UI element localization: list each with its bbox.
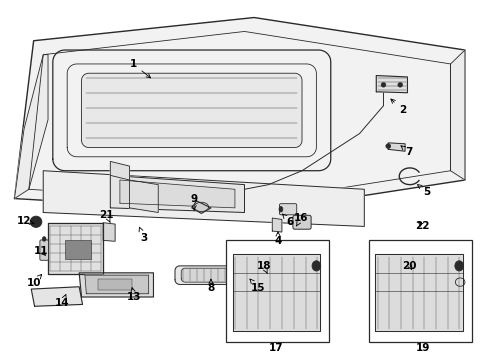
Polygon shape: [103, 223, 115, 241]
Polygon shape: [175, 266, 239, 284]
Polygon shape: [43, 171, 364, 226]
Polygon shape: [120, 180, 234, 208]
Ellipse shape: [385, 144, 390, 148]
Bar: [64, 240, 91, 259]
Text: 6: 6: [282, 214, 293, 227]
Circle shape: [30, 216, 41, 228]
Polygon shape: [232, 254, 320, 331]
Text: 2: 2: [390, 99, 406, 115]
Ellipse shape: [454, 261, 463, 271]
Text: 14: 14: [55, 294, 70, 308]
Text: 13: 13: [127, 288, 141, 302]
Polygon shape: [376, 76, 407, 93]
Polygon shape: [31, 287, 82, 306]
Ellipse shape: [279, 206, 282, 212]
Ellipse shape: [311, 261, 320, 271]
Polygon shape: [449, 50, 464, 180]
Bar: [226, 240, 328, 342]
Polygon shape: [110, 175, 244, 212]
Text: 19: 19: [415, 343, 429, 353]
Text: 4: 4: [274, 232, 281, 246]
Polygon shape: [243, 273, 263, 284]
Polygon shape: [387, 143, 404, 151]
Text: 18: 18: [256, 261, 270, 274]
Text: 22: 22: [415, 221, 429, 231]
Text: 5: 5: [417, 185, 429, 197]
Text: 15: 15: [249, 279, 264, 293]
Polygon shape: [110, 161, 129, 180]
FancyBboxPatch shape: [279, 204, 296, 215]
Text: 11: 11: [34, 246, 48, 256]
Polygon shape: [239, 270, 267, 287]
Text: 8: 8: [207, 279, 214, 293]
Polygon shape: [85, 275, 148, 294]
Polygon shape: [191, 201, 210, 213]
Polygon shape: [48, 223, 103, 274]
FancyBboxPatch shape: [40, 240, 48, 260]
Text: 3: 3: [139, 227, 147, 243]
Polygon shape: [15, 55, 48, 199]
Text: 12: 12: [17, 216, 34, 226]
Ellipse shape: [42, 237, 46, 241]
Text: 21: 21: [99, 210, 114, 222]
Polygon shape: [79, 273, 153, 297]
Text: 17: 17: [268, 343, 283, 353]
Polygon shape: [81, 73, 302, 148]
Text: 7: 7: [400, 146, 412, 157]
Bar: [368, 240, 471, 342]
Polygon shape: [181, 268, 233, 282]
Text: 10: 10: [26, 274, 41, 288]
Polygon shape: [374, 254, 462, 331]
Polygon shape: [15, 18, 464, 212]
Polygon shape: [272, 218, 281, 232]
Text: 20: 20: [402, 261, 416, 271]
Polygon shape: [129, 180, 158, 212]
FancyBboxPatch shape: [292, 215, 310, 229]
Circle shape: [397, 82, 402, 87]
Circle shape: [380, 82, 385, 87]
Text: 9: 9: [190, 194, 197, 210]
Text: 1: 1: [129, 59, 150, 78]
Bar: [98, 279, 132, 291]
Text: 16: 16: [293, 213, 307, 226]
